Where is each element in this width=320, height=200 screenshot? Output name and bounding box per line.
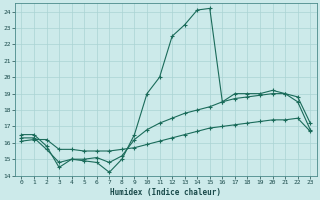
X-axis label: Humidex (Indice chaleur): Humidex (Indice chaleur) <box>110 188 221 197</box>
